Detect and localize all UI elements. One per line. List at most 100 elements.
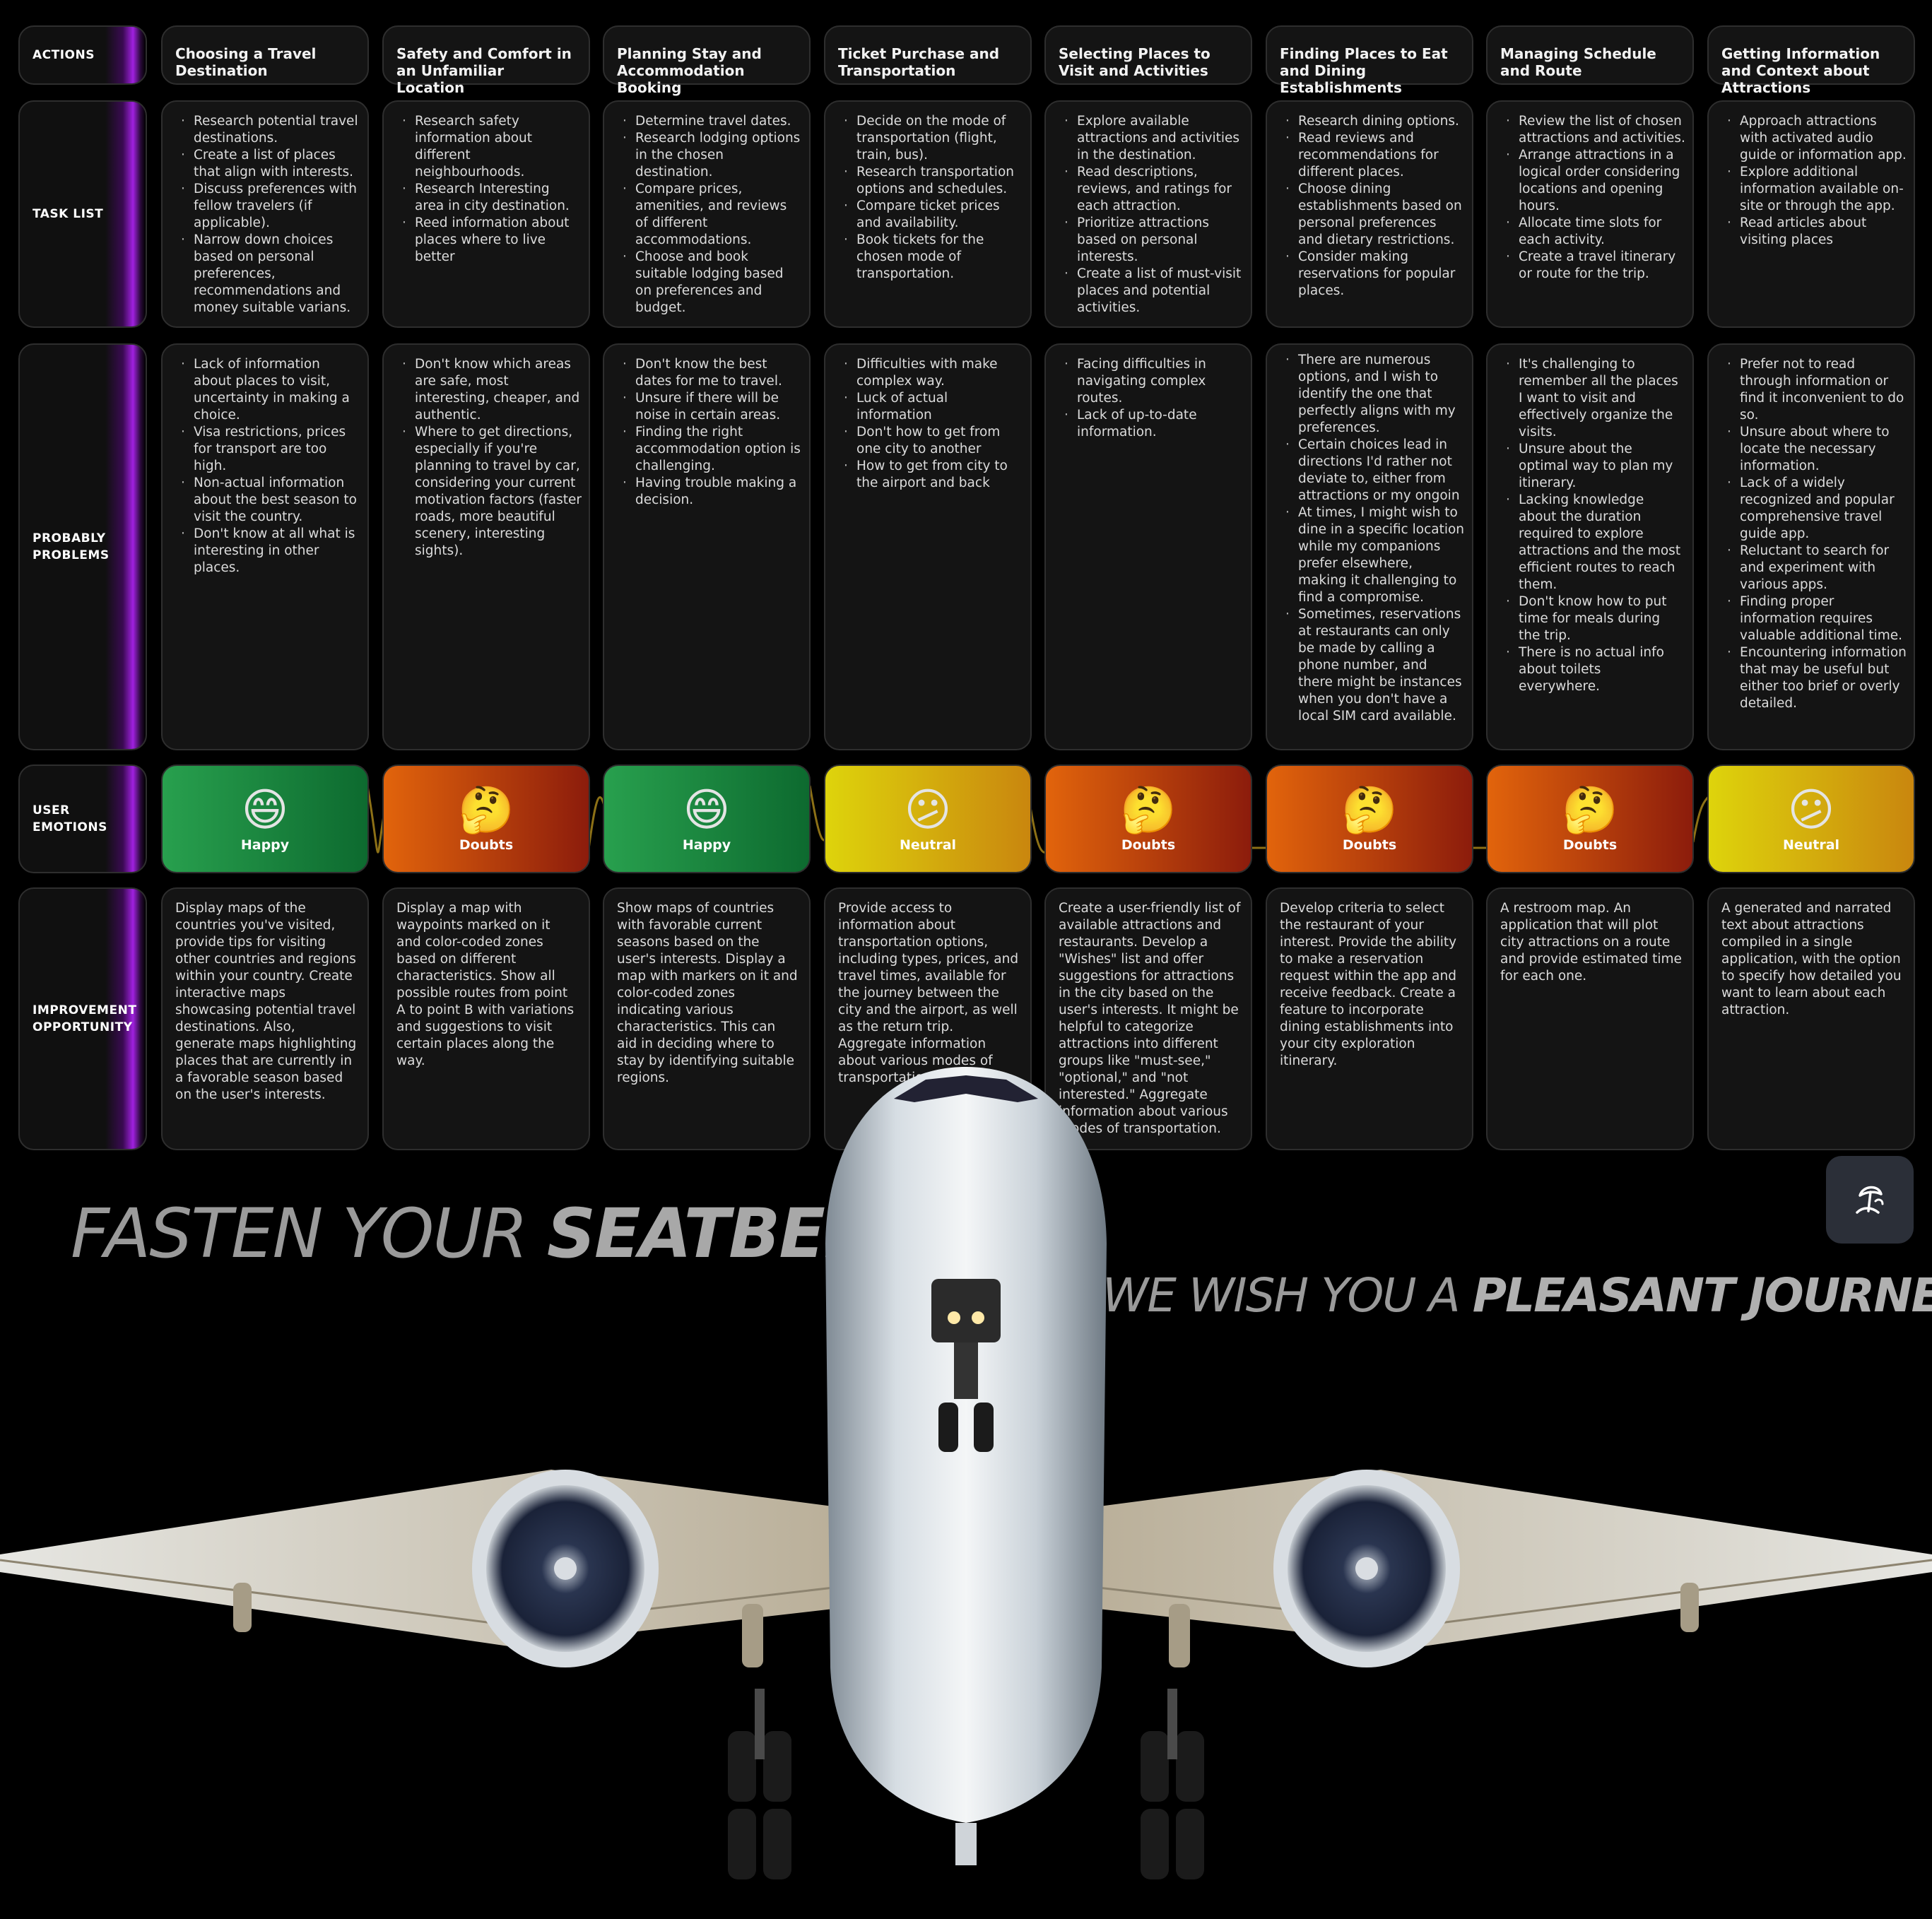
problem-item: It's challenging to remember all the pla…	[1506, 356, 1685, 441]
problem-item: Unsure about where to locate the necessa…	[1727, 424, 1907, 475]
emotion-card: 😄 Happy	[603, 764, 811, 873]
emotion-card: 🤔 Doubts	[382, 764, 590, 873]
task-item: Approach attractions with activated audi…	[1727, 113, 1907, 164]
task-item: Allocate time slots for each activity.	[1506, 215, 1685, 249]
task-item: Compare ticket prices and availability.	[844, 198, 1023, 232]
task-item: Book tickets for the chosen mode of tran…	[844, 232, 1023, 283]
task-card: Research potential travel destinations.C…	[161, 100, 369, 328]
problem-list: It's challenging to remember all the pla…	[1488, 345, 1692, 695]
task-list: Review the list of chosen attractions an…	[1488, 102, 1692, 283]
problem-item: Encountering information that may be use…	[1727, 644, 1907, 712]
emotion-card: 😕 Neutral	[1707, 764, 1915, 873]
task-list: Research safety information about differ…	[384, 102, 589, 266]
action-title: Getting Information and Context about At…	[1721, 45, 1880, 96]
problem-list: Difficulties with make complex way.Luck …	[825, 345, 1030, 492]
improvement-text: Show maps of countries with favorable cu…	[617, 901, 798, 1085]
problem-item: Sometimes, reservations at restaurants c…	[1285, 606, 1465, 725]
problem-card: It's challenging to remember all the pla…	[1486, 343, 1694, 750]
problem-item: Difficulties with make complex way.	[844, 356, 1023, 390]
improvement-card: Develop criteria to select the restauran…	[1266, 887, 1473, 1150]
emotion-face-icon: 😕	[1787, 784, 1835, 837]
emotion-face-icon: 🤔	[1120, 784, 1177, 837]
row-label-emotions: USER EMOTIONS	[18, 764, 147, 873]
problem-item: Certain choices lead in directions I'd r…	[1285, 437, 1465, 504]
action-card: Ticket Purchase and Transportation	[824, 25, 1032, 85]
task-item: Read articles about visiting places	[1727, 215, 1907, 249]
slogan-line-2-bold: PLEASANT JOURNEY	[1472, 1268, 1932, 1323]
problem-item: Unsure about the optimal way to plan my …	[1506, 441, 1685, 492]
emotion-card: 🤔 Doubts	[1044, 764, 1252, 873]
emotion-label: Doubts	[1121, 837, 1176, 853]
problem-card: There are numerous options, and I wish t…	[1266, 343, 1473, 750]
improvement-card: A restroom map. An application that will…	[1486, 887, 1694, 1150]
task-item: Research lodging options in the chosen d…	[623, 130, 802, 181]
problem-item: Finding the right accommodation option i…	[623, 424, 802, 475]
task-item: Research transportation options and sche…	[844, 164, 1023, 198]
problem-list: Don't know the best dates for me to trav…	[604, 345, 809, 509]
problem-item: Don't know how to put time for meals dur…	[1506, 594, 1685, 644]
action-title: Planning Stay and Accommodation Booking	[617, 45, 762, 96]
emotion-label: Doubts	[1342, 837, 1397, 853]
emotion-card: 😕 Neutral	[824, 764, 1032, 873]
task-item: Read descriptions, reviews, and ratings …	[1064, 164, 1244, 215]
problem-item: How to get from city to the airport and …	[844, 458, 1023, 492]
emotion-label: Neutral	[899, 837, 957, 853]
slogan-line-2-thin: WE WISH YOU A	[1102, 1268, 1473, 1323]
task-card: Approach attractions with activated audi…	[1707, 100, 1915, 328]
problem-item: Lacking knowledge about the duration req…	[1506, 492, 1685, 594]
problem-item: Lack of information about places to visi…	[181, 356, 360, 424]
task-item: Determine travel dates.	[623, 113, 802, 130]
row-label-improvement: IMPROVEMENT OPPORTUNITY	[18, 887, 147, 1150]
improvement-text: Display maps of the countries you've vis…	[175, 901, 357, 1102]
action-card: Choosing a Travel Destination	[161, 25, 369, 85]
improvement-text: Develop criteria to select the restauran…	[1280, 901, 1457, 1068]
slogan-line-1-thin: FASTEN YOUR	[71, 1194, 547, 1273]
task-list: Research potential travel destinations.C…	[163, 102, 367, 317]
emotion-card: 😄 Happy	[161, 764, 369, 873]
emotion-label: Happy	[240, 837, 290, 853]
task-item: Choose dining establishments based on pe…	[1285, 181, 1465, 249]
emotion-face-icon: 😄	[683, 784, 731, 837]
action-title: Safety and Comfort in an Unfamiliar Loca…	[396, 45, 572, 96]
task-item: Discuss preferences with fellow traveler…	[181, 181, 360, 232]
task-card: Review the list of chosen attractions an…	[1486, 100, 1694, 328]
problem-item: Reluctant to search for and experiment w…	[1727, 543, 1907, 594]
task-item: Explore additional information available…	[1727, 164, 1907, 215]
emotion-curve	[366, 785, 1714, 854]
task-card: Decide on the mode of transportation (fl…	[824, 100, 1032, 328]
task-item: Research Interesting area in city destin…	[402, 181, 582, 215]
row-label-task-list: TASK LIST	[18, 100, 147, 328]
problem-item: Don't know the best dates for me to trav…	[623, 356, 802, 390]
task-item: Create a list of must-visit places and p…	[1064, 266, 1244, 317]
emotion-face-icon: 🤔	[1562, 784, 1618, 837]
emotion-label: Doubts	[459, 837, 514, 853]
task-list: Determine travel dates.Research lodging …	[604, 102, 809, 317]
task-item: Prioritize attractions based on personal…	[1064, 215, 1244, 266]
action-title: Selecting Places to Visit and Activities	[1059, 45, 1211, 79]
problem-list: Prefer not to read through information o…	[1709, 345, 1914, 712]
problem-item: Visa restrictions, prices for transport …	[181, 424, 360, 475]
improvement-text: Provide access to information about tran…	[838, 901, 1019, 1085]
emotion-label: Neutral	[1782, 837, 1840, 853]
problem-item: There is no actual info about toilets ev…	[1506, 644, 1685, 695]
emotion-label: Happy	[682, 837, 731, 853]
task-item: Explore available attractions and activi…	[1064, 113, 1244, 164]
improvement-card: A generated and narrated text about attr…	[1707, 887, 1915, 1150]
task-item: Decide on the mode of transportation (fl…	[844, 113, 1023, 164]
improvement-text: A generated and narrated text about attr…	[1721, 901, 1902, 1017]
problem-list: Lack of information about places to visi…	[163, 345, 367, 577]
slogan-line-2: WE WISH YOU A PLEASANT JOURNEY	[1102, 1268, 1932, 1323]
problem-item: Luck of actual information	[844, 390, 1023, 424]
action-card: Finding Places to Eat and Dining Establi…	[1266, 25, 1473, 96]
task-item: Narrow down choices based on personal pr…	[181, 232, 360, 317]
row-label-actions: ACTIONS	[18, 25, 147, 85]
emotion-card: 🤔 Doubts	[1486, 764, 1694, 873]
problem-item: Unsure if there will be noise in certain…	[623, 390, 802, 424]
action-card: Planning Stay and Accommodation Booking	[603, 25, 811, 96]
task-card: Research dining options.Read reviews and…	[1266, 100, 1473, 328]
problem-item: Don't know which areas are safe, most in…	[402, 356, 582, 424]
task-item: Research potential travel destinations.	[181, 113, 360, 147]
problem-card: Facing difficulties in navigating comple…	[1044, 343, 1252, 750]
logo-button[interactable]	[1826, 1156, 1914, 1244]
improvement-card: Show maps of countries with favorable cu…	[603, 887, 811, 1150]
